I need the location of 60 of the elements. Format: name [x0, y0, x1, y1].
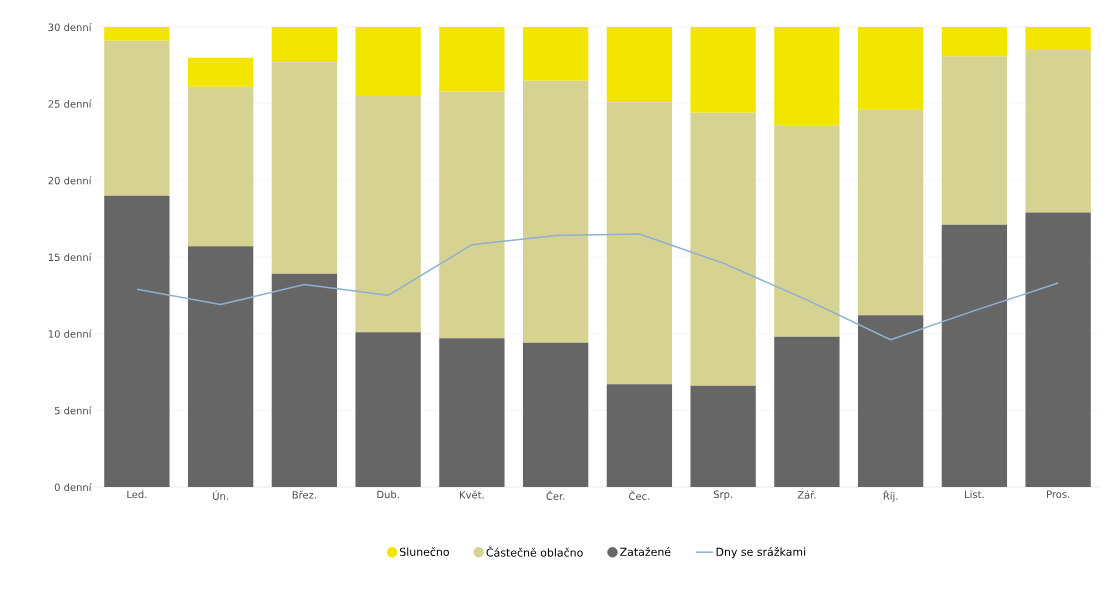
bar [690, 112, 756, 386]
bar [271, 273, 338, 487]
bar [690, 385, 756, 487]
x-tick-label: Čec. [629, 490, 650, 500]
y-tick-label: 15 denní [48, 252, 92, 262]
bar [104, 195, 170, 487]
legend-label: Částečně oblačno [486, 546, 583, 557]
line-series [136, 233, 1059, 341]
bar [941, 56, 1008, 225]
bar [606, 102, 673, 385]
x-tick-label: Ún. [213, 490, 228, 500]
bar [104, 40, 170, 196]
bar [857, 27, 924, 110]
bar [271, 27, 338, 63]
y-tick-label: 30 denní [48, 22, 92, 32]
y-tick-label: 20 denní [48, 176, 92, 185]
bar [104, 27, 170, 41]
legend-label: Dny se srážkami [716, 547, 806, 559]
bar [857, 109, 924, 316]
bar [439, 27, 505, 92]
y-tick-label: 25 denní [48, 99, 92, 108]
bar [1025, 212, 1091, 487]
bar [774, 125, 840, 337]
bar [857, 315, 924, 487]
bar [522, 342, 589, 487]
bar [522, 80, 589, 343]
bar [606, 27, 673, 103]
bar [941, 27, 1008, 57]
y-tick-label: 0 denní [54, 482, 92, 492]
x-tick-label: Srp. [713, 490, 733, 500]
bar [271, 62, 338, 274]
bar [941, 224, 1008, 487]
bar [690, 27, 756, 113]
bar [522, 27, 589, 81]
bar [187, 246, 254, 487]
bar [439, 338, 505, 487]
y-tick-label: 10 denní [48, 329, 92, 338]
x-tick-label: Zář. [797, 490, 816, 499]
bar [774, 27, 840, 126]
x-tick-label: Led. [127, 490, 147, 499]
bar [355, 27, 421, 96]
bar [1025, 50, 1091, 213]
x-tick-label: Dub. [377, 490, 399, 499]
bar [355, 332, 421, 487]
y-tick-label: 5 denní [54, 406, 92, 415]
x-tick-label: Břez. [292, 490, 316, 499]
x-tick-label: Květ. [460, 490, 484, 499]
bar [1025, 27, 1091, 50]
legend-label: Slunečno [399, 547, 449, 557]
x-tick-label: List. [965, 490, 984, 499]
x-tick-label: Říj. [883, 490, 898, 502]
bar [774, 336, 840, 487]
bar [187, 57, 254, 87]
bar [187, 86, 254, 247]
x-tick-label: Čer. [546, 490, 565, 500]
bar [355, 96, 421, 333]
bar [606, 384, 673, 487]
x-tick-label: Pros. [1047, 490, 1070, 498]
legend-label: Zatažené [620, 547, 671, 557]
bar [439, 91, 505, 339]
